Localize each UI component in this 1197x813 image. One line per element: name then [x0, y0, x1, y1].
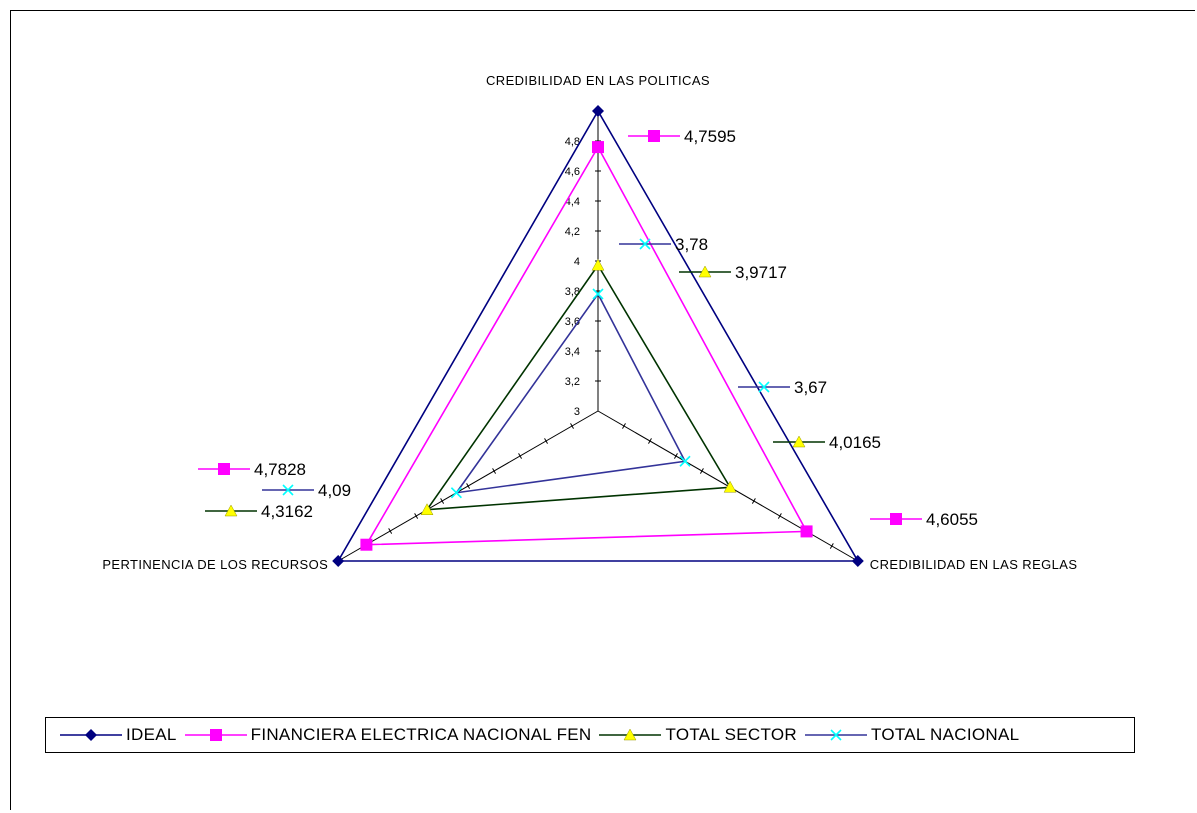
- tick-label: 4,8: [565, 136, 580, 148]
- tick-label: 3,2: [565, 376, 580, 388]
- data-label: 4,3162: [261, 502, 313, 521]
- data-label-marker: [792, 435, 806, 448]
- tick-label: 3,8: [565, 286, 580, 298]
- data-label-marker: [282, 484, 294, 496]
- data-point: [851, 555, 864, 567]
- legend-marker: [830, 729, 842, 741]
- legend-label: TOTAL SECTOR: [665, 725, 797, 744]
- radar-axes: 33,23,43,63,844,24,44,64,8: [337, 111, 859, 562]
- legend-label: TOTAL NACIONAL: [870, 725, 1020, 744]
- tick-label: 4,6: [565, 166, 580, 178]
- axis-tick: [674, 453, 678, 459]
- data-label-marker: [639, 238, 651, 250]
- axis-tick: [622, 423, 626, 429]
- tick-label: 4: [574, 256, 580, 268]
- data-label: 4,09: [318, 481, 351, 500]
- series-line: [364, 145, 808, 546]
- data-label: 3,9717: [735, 263, 787, 282]
- axis-tick: [414, 513, 419, 519]
- legend-item: IDEAL: [60, 725, 177, 745]
- radar-series: [332, 105, 864, 567]
- series-line: [454, 292, 687, 494]
- legend-marker: [624, 728, 637, 741]
- legend-key: [60, 729, 122, 741]
- data-label-marker: [758, 381, 770, 393]
- data-point: [592, 141, 604, 154]
- axis-label: PERTINENCIA DE LOS RECURSOS: [102, 557, 328, 572]
- data-label-marker: [648, 130, 660, 142]
- axis-tick: [699, 468, 704, 474]
- data-label: 4,7828: [254, 460, 306, 479]
- legend-marker: [85, 729, 97, 741]
- legend-item: TOTAL NACIONAL: [804, 725, 1020, 745]
- legend-key: [184, 729, 247, 741]
- data-point: [420, 503, 434, 515]
- axis-tick: [829, 543, 834, 549]
- axis-label: CREDIBILIDAD EN LAS REGLAS: [870, 557, 1078, 572]
- data-label-marker: [224, 504, 238, 517]
- legend-item: TOTAL SECTOR: [599, 725, 797, 745]
- axis-tick: [777, 513, 782, 519]
- data-label-marker: [218, 463, 230, 475]
- data-label-marker: [698, 265, 712, 278]
- data-point: [591, 258, 605, 271]
- data-point: [679, 455, 691, 467]
- axis-tick: [492, 468, 497, 474]
- series-line: [336, 109, 860, 562]
- data-point: [360, 538, 373, 551]
- axis-label: CREDIBILIDAD EN LAS POLITICAS: [486, 73, 710, 88]
- legend-marker: [209, 729, 222, 741]
- data-point: [723, 480, 737, 493]
- data-point: [800, 525, 813, 538]
- axis-tick: [751, 498, 756, 504]
- legend-key: [599, 728, 662, 741]
- series-line: [425, 263, 732, 511]
- axis-tick: [466, 483, 471, 489]
- legend-label: IDEAL: [126, 725, 177, 744]
- data-label: 3,78: [675, 235, 708, 254]
- data-label: 4,6055: [926, 510, 978, 529]
- legend-label: FINANCIERA ELECTRICA NACIONAL FEN: [250, 725, 592, 744]
- tick-label: 4,4: [565, 196, 580, 208]
- axis-tick: [388, 528, 393, 534]
- legend-item: FINANCIERA ELECTRICA NACIONAL FEN: [184, 725, 592, 745]
- axis-tick: [518, 453, 522, 459]
- chart-frame: [10, 10, 1195, 810]
- tick-label: 3: [574, 406, 580, 418]
- data-label: 3,67: [794, 378, 827, 397]
- data-point: [450, 487, 462, 499]
- data-label: 4,0165: [829, 433, 881, 452]
- data-point: [592, 288, 604, 300]
- legend: IDEAL FINANCIERA ELECTRICA NACIONAL FEN TO…: [45, 717, 1135, 753]
- axis-tick: [440, 498, 445, 504]
- data-point: [332, 555, 345, 567]
- radar-labels: CREDIBILIDAD EN LAS POLITICAS CREDIBILIDA…: [102, 73, 1077, 572]
- legend-key: [804, 729, 867, 741]
- data-point: [592, 105, 604, 117]
- data-label-marker: [890, 513, 902, 525]
- tick-label: 3,4: [565, 346, 580, 358]
- axis-tick: [570, 423, 574, 429]
- axis-tick: [648, 438, 652, 444]
- data-label: 4,7595: [684, 127, 736, 146]
- axis-tick: [544, 438, 548, 444]
- tick-label: 4,2: [565, 226, 580, 238]
